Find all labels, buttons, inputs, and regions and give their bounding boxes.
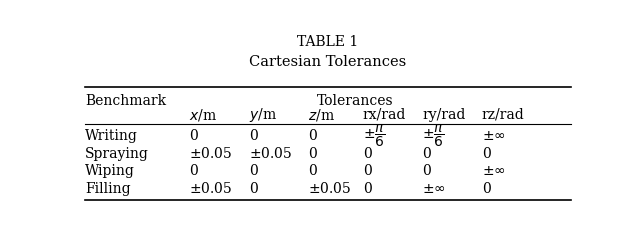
Text: Tolerances: Tolerances (317, 94, 394, 108)
Text: $\pm$0.05: $\pm$0.05 (308, 181, 351, 196)
Text: rx/rad: rx/rad (363, 108, 406, 122)
Text: 0: 0 (249, 182, 257, 196)
Text: 0: 0 (363, 182, 371, 196)
Text: $\pm\dfrac{\pi}{6}$: $\pm\dfrac{\pi}{6}$ (422, 123, 445, 149)
Text: Cartesian Tolerances: Cartesian Tolerances (250, 55, 406, 69)
Text: $y$/m: $y$/m (249, 106, 276, 124)
Text: Writing: Writing (85, 129, 138, 143)
Text: $\pm$0.05: $\pm$0.05 (189, 146, 232, 161)
Text: 0: 0 (249, 129, 257, 143)
Text: Benchmark: Benchmark (85, 94, 166, 108)
Text: $\pm\dfrac{\pi}{6}$: $\pm\dfrac{\pi}{6}$ (363, 123, 385, 149)
Text: 0: 0 (422, 164, 431, 178)
Text: $\pm\infty$: $\pm\infty$ (482, 164, 506, 178)
Text: 0: 0 (308, 129, 317, 143)
Text: 0: 0 (189, 164, 198, 178)
Text: $\pm\infty$: $\pm\infty$ (422, 182, 446, 196)
Text: TABLE 1: TABLE 1 (298, 35, 358, 49)
Text: rz/rad: rz/rad (482, 108, 525, 122)
Text: Spraying: Spraying (85, 147, 149, 161)
Text: 0: 0 (482, 182, 490, 196)
Text: 0: 0 (308, 164, 317, 178)
Text: ry/rad: ry/rad (422, 108, 466, 122)
Text: 0: 0 (308, 147, 317, 161)
Text: 0: 0 (249, 164, 257, 178)
Text: 0: 0 (189, 129, 198, 143)
Text: $\pm$0.05: $\pm$0.05 (249, 146, 292, 161)
Text: 0: 0 (363, 147, 371, 161)
Text: $\pm$0.05: $\pm$0.05 (189, 181, 232, 196)
Text: $z$/m: $z$/m (308, 107, 335, 123)
Text: $x$/m: $x$/m (189, 107, 217, 123)
Text: 0: 0 (482, 147, 490, 161)
Text: 0: 0 (363, 164, 371, 178)
Text: Filling: Filling (85, 182, 131, 196)
Text: 0: 0 (422, 147, 431, 161)
Text: Wiping: Wiping (85, 164, 135, 178)
Text: $\pm\infty$: $\pm\infty$ (482, 129, 506, 143)
